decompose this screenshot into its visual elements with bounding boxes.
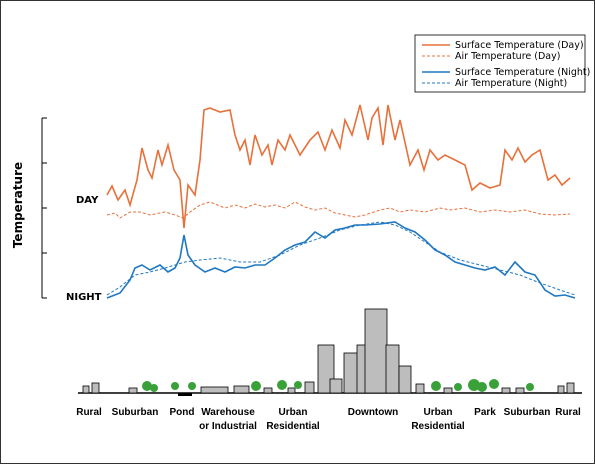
zone-label: Urban	[424, 407, 453, 418]
row-label: NIGHT	[66, 292, 102, 303]
axis-label: Temperature	[11, 162, 25, 248]
row-label: DAY	[76, 195, 99, 206]
legend-label: Surface Temperature (Night)	[455, 67, 590, 78]
legend-keys	[422, 44, 450, 84]
axis	[41, 117, 47, 299]
legend-label: Surface Temperature (Day)	[455, 40, 584, 51]
zone-label: Rural	[555, 407, 581, 418]
zone-label: Suburban	[112, 407, 159, 418]
zone-label: Residential	[411, 421, 465, 432]
zone-label: Pond	[170, 407, 195, 418]
zone-label: Warehouse	[201, 407, 255, 418]
curves	[106, 104, 576, 299]
skyline	[78, 308, 582, 396]
zone-label: Rural	[76, 407, 102, 418]
zone-label: Urban	[279, 407, 308, 418]
zone-label: Residential	[266, 421, 320, 432]
zone-label: or Industrial	[199, 421, 257, 432]
zone-label: Park	[474, 407, 496, 418]
legend-label: Air Temperature (Day)	[455, 51, 560, 62]
legend-label: Air Temperature (Night)	[455, 78, 567, 89]
zone-label: Suburban	[504, 407, 551, 418]
zone-label: Downtown	[348, 407, 399, 418]
